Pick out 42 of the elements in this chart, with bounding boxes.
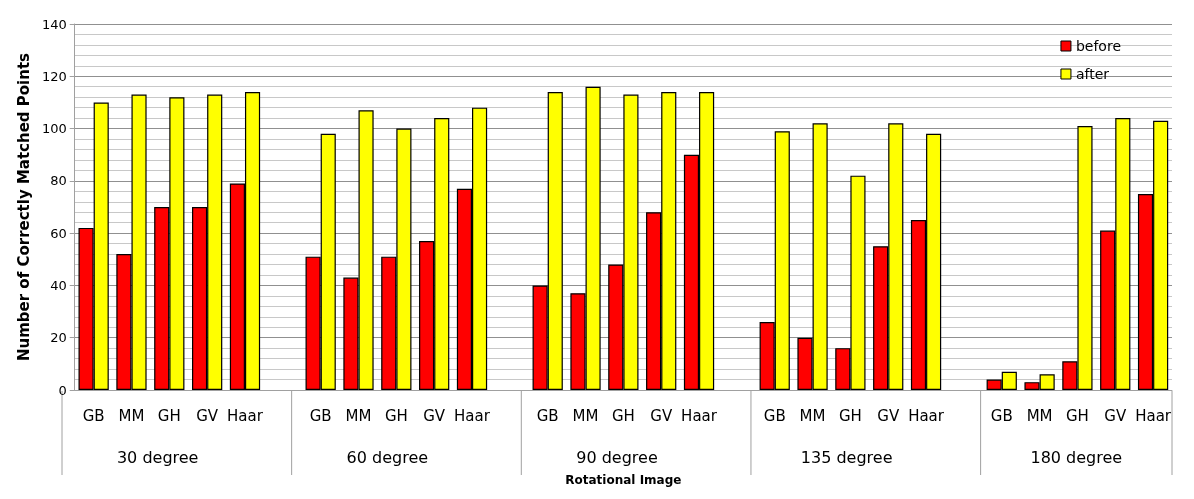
y-tick-label: 140	[41, 16, 67, 32]
x-tick-label: GB	[536, 406, 559, 425]
text: 30 degree	[116, 447, 199, 467]
x-tick-label: GB	[82, 406, 105, 425]
x-tick-label: MM	[799, 406, 826, 425]
x-tick-label: Haar	[454, 406, 491, 425]
x-tick-label: GV	[423, 406, 446, 425]
text: 135 degree	[800, 447, 893, 467]
x-tick-label: GH	[611, 406, 635, 425]
x-tick-label: GB	[763, 406, 786, 425]
x-tick-label: GH	[1065, 406, 1089, 425]
x-tick-label: GH	[838, 406, 862, 425]
x-tick-label: Haar	[681, 406, 718, 425]
y-tick-label: 120	[41, 68, 67, 84]
text: 60 degree	[346, 447, 429, 467]
x-tick-label: GV	[650, 406, 673, 425]
x-tick-label: GB	[309, 406, 332, 425]
x-axis-title: Rotational Image	[565, 473, 682, 487]
legend-label: before	[1075, 38, 1122, 54]
x-tick-label: Haar	[1135, 406, 1172, 425]
x-tick-label: GH	[157, 406, 181, 425]
x-tick-label: GV	[1104, 406, 1127, 425]
x-tick-label: Haar	[227, 406, 264, 425]
x-tick-label: GV	[196, 406, 219, 425]
y-tick-label: 60	[50, 225, 67, 241]
y-tick-label: 100	[41, 121, 67, 137]
x-tick-label: Haar	[908, 406, 945, 425]
y-tick-label: 0	[58, 382, 67, 398]
y-tick-label: 40	[50, 277, 67, 293]
text: 90 degree	[576, 447, 658, 467]
x-tick-label: MM	[345, 406, 372, 425]
y-tick-label: 80	[50, 173, 67, 189]
text: 180 degree	[1030, 447, 1123, 467]
legend-label: after	[1075, 66, 1110, 82]
x-tick-label: GB	[990, 406, 1013, 425]
y-axis-title: Number of Correctly Matched Points	[14, 52, 33, 362]
x-tick-label: MM	[1026, 406, 1053, 425]
x-tick-label: GH	[384, 406, 408, 425]
x-tick-label: GV	[877, 406, 900, 425]
y-tick-label: 20	[50, 330, 67, 346]
x-tick-label: MM	[572, 406, 599, 425]
x-tick-label: MM	[118, 406, 145, 425]
